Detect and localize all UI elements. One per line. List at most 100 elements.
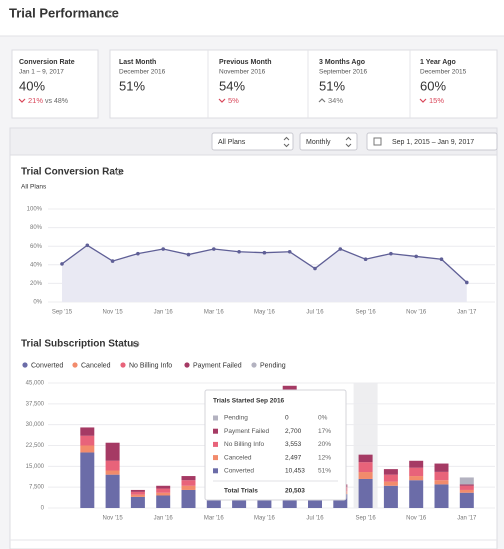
date-range-label: Sep 1, 2015 – Jan 9, 2017: [392, 139, 474, 146]
bar-segment: [434, 484, 449, 508]
bar-segment: [383, 469, 398, 475]
card-label: Conversion Rate: [19, 59, 75, 66]
page-title: Trial Performance: [9, 5, 119, 20]
x-tick-label: Nov '16: [406, 516, 427, 522]
tooltip-percent: 20%: [318, 441, 331, 448]
x-tick-label: Sep '16: [356, 310, 377, 316]
bar-segment: [105, 470, 120, 475]
point: [136, 251, 140, 256]
card-value: 54%: [219, 78, 245, 93]
help-icon[interactable]: [115, 168, 123, 176]
bar-segment: [459, 492, 474, 508]
x-tick-label: Sep '15: [52, 310, 73, 316]
bar-segment: [459, 489, 474, 493]
y-tick-label: 30,000: [26, 422, 45, 428]
tooltip-label: Pending: [224, 415, 248, 422]
bar-segment: [80, 435, 95, 446]
y-tick-label: 0%: [33, 300, 42, 306]
bar-segment: [156, 492, 171, 496]
y-tick-label: 7,500: [29, 485, 45, 491]
point: [110, 259, 115, 263]
point: [414, 254, 419, 259]
bar-segment: [105, 442, 120, 461]
bar-segment: [383, 474, 398, 482]
x-tick-label: May '16: [254, 516, 275, 522]
bar-chart-title: Trial Subscription Status: [21, 339, 139, 350]
card-value: 60%: [420, 78, 446, 93]
bar-segment: [181, 476, 196, 481]
tooltip-label: Payment Failed: [224, 428, 270, 435]
date-range-picker[interactable]: [366, 132, 498, 151]
bar-segment: [383, 481, 398, 486]
card: [11, 49, 99, 119]
point: [60, 262, 64, 266]
y-tick-label: 60%: [30, 244, 43, 250]
legend-label: Canceled: [81, 362, 111, 369]
bar-segment: [105, 460, 120, 471]
point: [439, 257, 444, 262]
card-value: 40%: [19, 78, 45, 93]
bar-segment: [130, 494, 145, 497]
y-tick-label: 45,000: [26, 381, 45, 387]
x-tick-label: May '16: [254, 310, 275, 316]
x-tick-label: Jan '17: [457, 516, 477, 522]
point: [287, 249, 292, 254]
point: [85, 243, 90, 248]
tooltip-label: No Billing Info: [224, 441, 264, 448]
bar-segment: [358, 478, 373, 508]
bar-segment: [434, 463, 449, 472]
change-arrow: [419, 98, 427, 103]
card-label: Previous Month: [219, 59, 272, 66]
legend-label: Payment Failed: [193, 362, 242, 369]
bar-segment: [409, 480, 424, 508]
dropdown-icon: [345, 136, 352, 148]
card-period: December 2016: [119, 69, 166, 76]
help-icon[interactable]: [106, 10, 114, 18]
point: [363, 257, 368, 262]
card-change: 5%: [228, 96, 239, 105]
card-period: September 2016: [319, 69, 367, 76]
legend-label: No Billing Info: [129, 362, 172, 369]
card-comparison: vs 48%: [45, 98, 68, 105]
card-label: 1 Year Ago: [420, 59, 456, 66]
interval-dropdown[interactable]: [299, 132, 358, 151]
point: [313, 266, 317, 271]
line-chart-title: Trial Conversion Rate: [21, 167, 124, 178]
bar-segment: [156, 485, 171, 489]
plan-dropdown[interactable]: [211, 132, 294, 151]
y-tick-label: 20%: [30, 281, 43, 287]
legend-swatch: [72, 362, 78, 368]
interval-dropdown-label: Monthly: [306, 139, 331, 146]
bar-segment: [459, 484, 474, 486]
y-tick-label: 100%: [27, 207, 43, 213]
help-icon[interactable]: [132, 340, 140, 348]
tooltip-percent: 0%: [318, 415, 328, 422]
bar-segment: [181, 489, 196, 508]
legend-label: Pending: [260, 362, 286, 369]
tooltip-percent: 12%: [318, 454, 331, 461]
legend-label: Converted: [31, 362, 63, 369]
tooltip-total-label: Total Trials: [224, 488, 258, 495]
card-period: Jan 1 – 9, 2017: [19, 69, 64, 76]
change-arrow: [318, 98, 326, 103]
tooltip-total-value: 20,503: [285, 488, 305, 495]
calendar-icon: [373, 137, 382, 146]
plan-dropdown-label: All Plans: [218, 139, 246, 146]
tooltip-percent: 17%: [318, 428, 331, 435]
point: [389, 251, 393, 256]
tooltip-swatch: [213, 415, 218, 421]
bar-segment: [434, 480, 449, 485]
legend-swatch: [184, 362, 190, 368]
card-value: 51%: [319, 78, 345, 93]
y-tick-label: 80%: [30, 225, 43, 231]
y-tick-label: 22,500: [26, 443, 45, 449]
tooltip-value: 0: [285, 415, 289, 422]
tooltip-swatch: [213, 455, 218, 461]
tooltip-value: 3,553: [285, 441, 302, 448]
legend-swatch: [251, 362, 257, 368]
bar-segment: [459, 477, 474, 485]
tooltip-swatch: [213, 468, 218, 474]
point: [465, 280, 469, 285]
